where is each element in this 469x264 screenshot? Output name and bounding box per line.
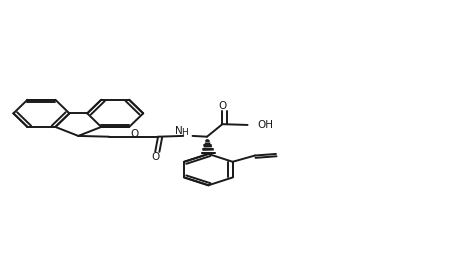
Text: H: H xyxy=(181,128,188,136)
Text: N: N xyxy=(174,126,182,136)
Text: O: O xyxy=(218,101,227,111)
Text: O: O xyxy=(130,129,138,139)
Text: OH: OH xyxy=(257,120,273,130)
Text: O: O xyxy=(151,152,159,162)
